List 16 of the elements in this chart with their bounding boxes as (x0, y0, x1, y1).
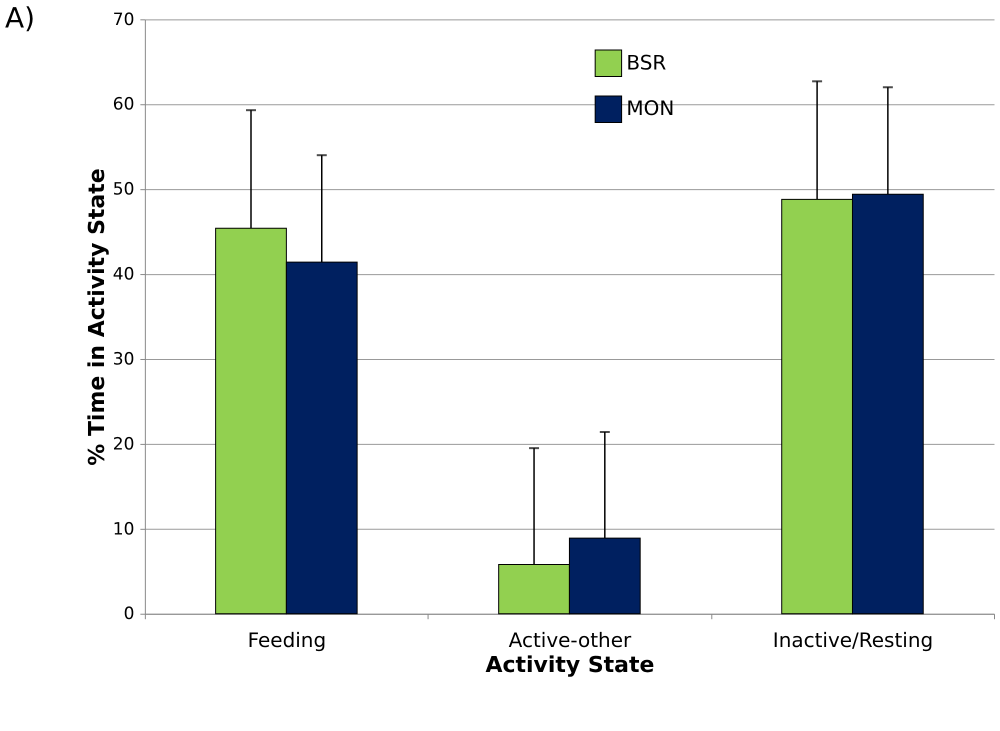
y-tick-label: 20 (112, 434, 134, 454)
y-tick-label: 70 (112, 10, 134, 30)
y-tick-label: 60 (112, 94, 134, 115)
y-tick-label: 0 (124, 604, 134, 624)
legend-label: BSR (626, 50, 666, 74)
x-axis-title: Activity State (485, 653, 654, 678)
x-tick-label: Feeding (248, 628, 326, 652)
y-axis-title: % Time in Activity State (84, 168, 110, 466)
y-tick-label: 50 (112, 180, 134, 200)
x-tick-label: Inactive/Resting (772, 628, 934, 652)
legend-label: MON (626, 96, 674, 120)
y-tick-label: 40 (112, 264, 134, 285)
x-tick-label: Active-other (508, 628, 632, 652)
text: A) (4, 1, 36, 34)
y-tick-label: 30 (112, 349, 134, 370)
y-tick-label: 10 (112, 519, 134, 540)
